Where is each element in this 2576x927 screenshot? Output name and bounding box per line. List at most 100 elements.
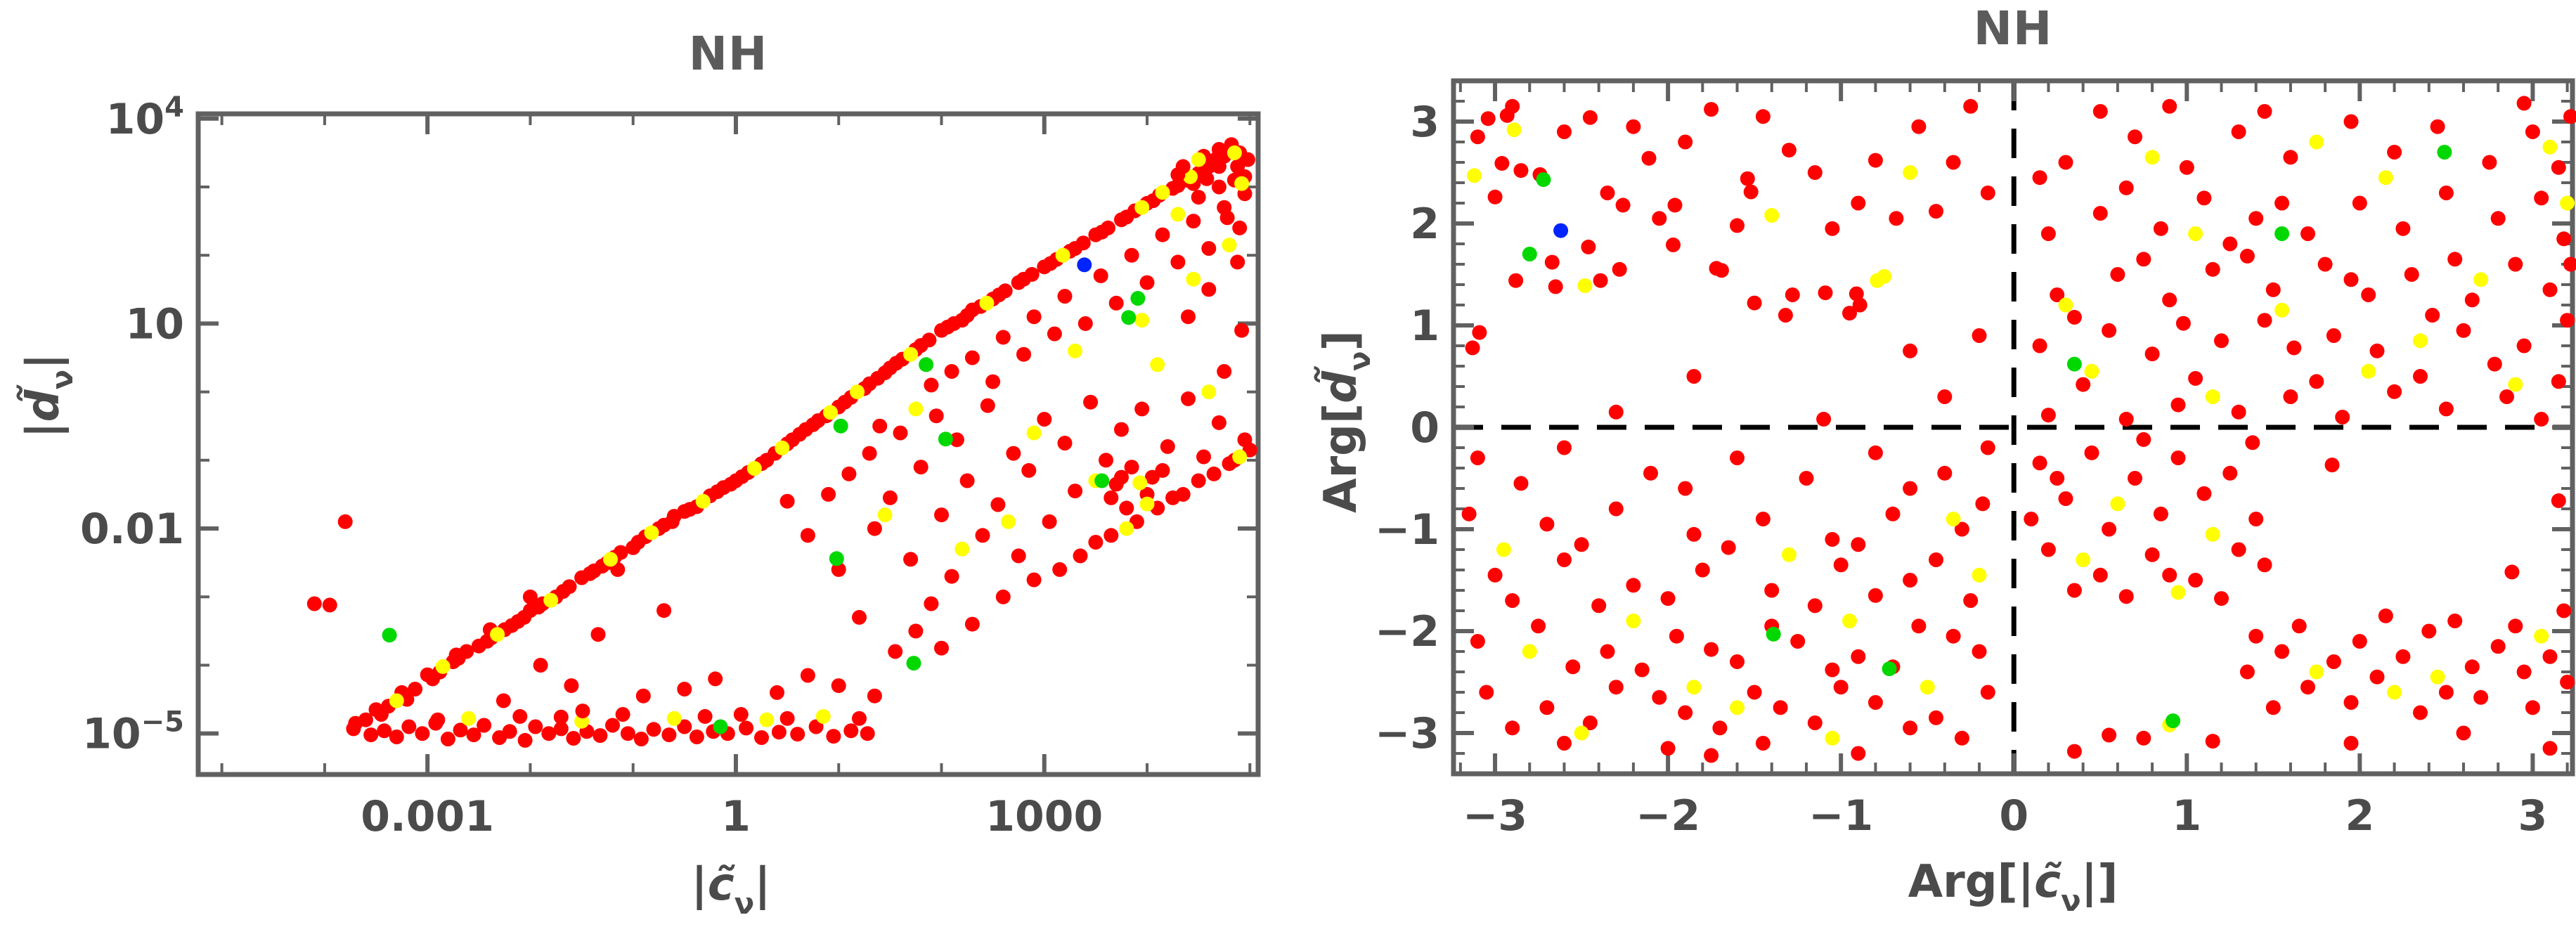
data-point xyxy=(1755,109,1771,124)
data-point xyxy=(1240,152,1255,167)
data-point xyxy=(377,723,392,739)
data-point xyxy=(2084,445,2099,460)
data-point xyxy=(1139,496,1155,512)
data-point xyxy=(1234,176,1250,191)
data-point xyxy=(1911,119,1927,134)
data-point xyxy=(1773,700,1788,715)
data-point xyxy=(2162,98,2177,114)
data-point xyxy=(1833,557,1849,573)
data-point xyxy=(1755,512,1771,526)
data-point xyxy=(1652,689,1667,705)
data-point xyxy=(1026,309,1042,325)
data-point xyxy=(2128,129,2142,145)
data-point xyxy=(1114,469,1129,485)
data-point xyxy=(1191,473,1206,488)
data-point xyxy=(2032,455,2047,471)
data-point xyxy=(2092,206,2108,221)
data-point xyxy=(1807,598,1823,614)
data-point xyxy=(1799,471,1814,486)
data-point xyxy=(779,711,795,726)
data-point xyxy=(1134,401,1150,417)
data-point xyxy=(1807,715,1823,730)
data-point xyxy=(1021,462,1037,478)
label-text: ] xyxy=(1315,330,1367,351)
data-point xyxy=(2309,134,2324,150)
data-point xyxy=(2324,458,2340,473)
data-point xyxy=(944,364,959,379)
data-point xyxy=(2265,282,2281,297)
data-point xyxy=(1600,186,1615,200)
data-point xyxy=(2369,669,2385,685)
data-point xyxy=(1134,200,1150,215)
data-point xyxy=(2361,363,2376,379)
data-point xyxy=(1132,475,1148,491)
data-point xyxy=(1946,155,1961,170)
data-point xyxy=(2283,389,2298,404)
data-point xyxy=(1201,384,1217,400)
data-point xyxy=(1686,369,1702,384)
data-point xyxy=(2214,333,2229,349)
data-point xyxy=(453,722,468,738)
data-point xyxy=(2170,585,2186,600)
data-point xyxy=(877,365,893,380)
data-point xyxy=(1937,465,1953,481)
data-point xyxy=(1868,445,1883,460)
data-point xyxy=(1980,685,1995,700)
data-point xyxy=(1217,364,1232,379)
data-point xyxy=(666,509,682,524)
data-point xyxy=(1548,279,1563,294)
data-point xyxy=(590,627,606,642)
data-point xyxy=(1016,346,1031,362)
y-tick-label: 0.01 xyxy=(80,505,184,554)
data-point xyxy=(1042,514,1057,529)
data-point xyxy=(1755,736,1771,751)
data-point xyxy=(1660,591,1676,607)
data-point xyxy=(2274,195,2290,211)
data-point xyxy=(1037,412,1052,427)
data-point xyxy=(1626,578,1641,593)
data-point xyxy=(1506,122,1522,138)
y-tick-label: 104 xyxy=(106,91,184,144)
data-point xyxy=(1480,111,1496,127)
data-point xyxy=(1508,273,1524,288)
data-point xyxy=(1155,462,1170,478)
data-point xyxy=(770,685,784,700)
data-point xyxy=(2283,150,2298,165)
data-point xyxy=(2050,287,2065,302)
data-point xyxy=(1626,119,1641,134)
data-point xyxy=(1513,163,1529,179)
data-point xyxy=(1608,404,1624,420)
data-point xyxy=(382,628,397,643)
y-tick-label: 10−5 xyxy=(82,706,184,759)
data-point xyxy=(1093,268,1108,283)
data-point xyxy=(1565,659,1581,675)
data-point xyxy=(980,398,995,413)
data-point xyxy=(2421,623,2437,639)
data-point xyxy=(1522,644,1537,659)
data-point xyxy=(1505,98,1520,114)
data-point xyxy=(620,726,635,741)
data-point xyxy=(1577,278,1593,293)
data-point xyxy=(1222,238,1237,253)
data-point xyxy=(1743,184,1759,200)
data-point xyxy=(2162,567,2177,583)
data-point xyxy=(2508,377,2523,392)
data-point xyxy=(2361,287,2376,302)
data-point xyxy=(2456,725,2471,741)
data-point xyxy=(867,521,882,536)
data-point xyxy=(800,528,815,543)
data-point xyxy=(2196,486,2212,501)
data-point xyxy=(575,704,590,719)
data-point xyxy=(852,609,867,625)
data-point xyxy=(790,727,805,742)
data-point xyxy=(2214,591,2229,607)
data-point xyxy=(2136,252,2151,267)
data-point xyxy=(1785,287,1800,302)
data-point xyxy=(1201,241,1217,256)
data-point xyxy=(2556,231,2572,247)
data-point xyxy=(1068,241,1083,256)
data-point xyxy=(1660,741,1676,756)
x-tick-label: −2 xyxy=(1636,791,1700,841)
